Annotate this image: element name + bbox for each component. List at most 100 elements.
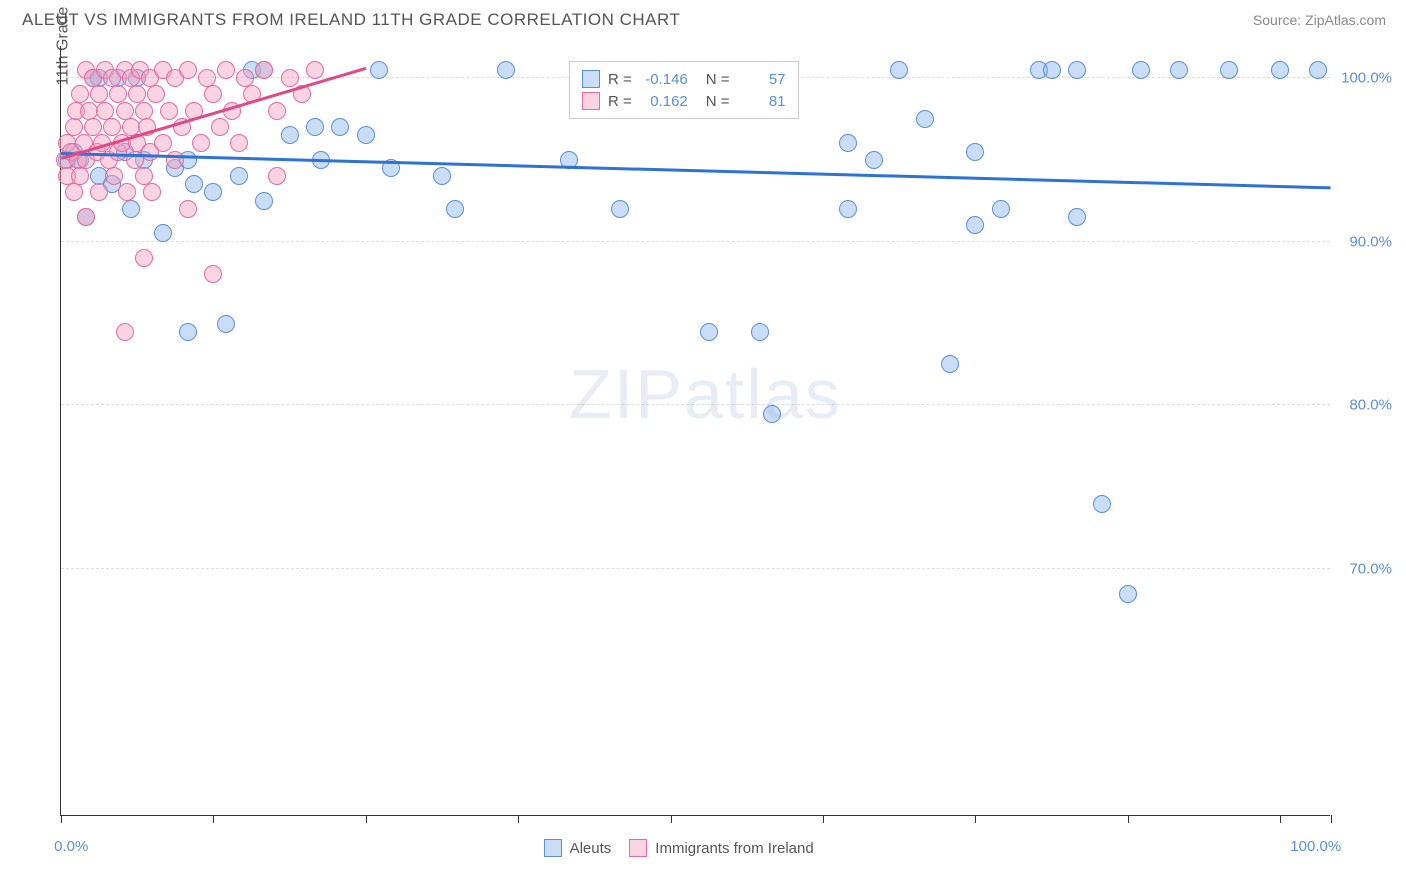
watermark: ZIPatlas — [569, 354, 842, 434]
scatter-point — [166, 151, 184, 169]
trend-line — [61, 152, 1331, 189]
legend-swatch — [582, 70, 600, 88]
scatter-point — [1309, 61, 1327, 79]
y-tick-label: 100.0% — [1341, 69, 1392, 86]
legend-swatch — [629, 839, 647, 857]
scatter-point — [154, 224, 172, 242]
scatter-point — [116, 102, 134, 120]
scatter-point — [751, 323, 769, 341]
y-tick-label: 80.0% — [1349, 397, 1392, 414]
scatter-point — [90, 85, 108, 103]
scatter-point — [204, 183, 222, 201]
scatter-point — [204, 85, 222, 103]
scatter-point — [135, 167, 153, 185]
scatter-point — [941, 355, 959, 373]
scatter-point — [966, 143, 984, 161]
x-tick — [213, 815, 214, 823]
legend-r-value: -0.146 — [640, 71, 688, 88]
scatter-point — [966, 216, 984, 234]
scatter-point — [916, 110, 934, 128]
gridline — [61, 241, 1330, 242]
scatter-point — [497, 61, 515, 79]
scatter-point — [65, 183, 83, 201]
scatter-point — [80, 102, 98, 120]
legend-row: R =-0.146N =57 — [582, 68, 786, 90]
legend-row: R =0.162N =81 — [582, 90, 786, 112]
legend-label: Immigrants from Ireland — [655, 840, 813, 857]
scatter-point — [763, 405, 781, 423]
scatter-point — [890, 61, 908, 79]
y-tick-label: 90.0% — [1349, 233, 1392, 250]
scatter-point — [255, 192, 273, 210]
legend-r-label: R = — [608, 71, 632, 88]
scatter-point — [103, 118, 121, 136]
scatter-point — [611, 200, 629, 218]
scatter-point — [1220, 61, 1238, 79]
legend-swatch — [582, 92, 600, 110]
scatter-point — [71, 167, 89, 185]
scatter-point — [143, 183, 161, 201]
scatter-point — [255, 61, 273, 79]
bottom-legend: Aleuts Immigrants from Ireland — [544, 839, 814, 857]
scatter-point — [281, 126, 299, 144]
scatter-point — [160, 102, 178, 120]
x-tick — [1128, 815, 1129, 823]
scatter-point — [230, 134, 248, 152]
legend-swatch — [544, 839, 562, 857]
scatter-point — [147, 85, 165, 103]
scatter-point — [268, 102, 286, 120]
scatter-point — [135, 249, 153, 267]
scatter-point — [306, 118, 324, 136]
scatter-point — [122, 200, 140, 218]
x-tick — [975, 815, 976, 823]
scatter-point — [77, 208, 95, 226]
scatter-point — [1170, 61, 1188, 79]
legend-item: Aleuts — [544, 839, 612, 857]
scatter-point — [839, 134, 857, 152]
legend-n-value: 57 — [738, 71, 786, 88]
scatter-point — [992, 200, 1010, 218]
scatter-point — [217, 315, 235, 333]
scatter-point — [211, 118, 229, 136]
scatter-point — [109, 85, 127, 103]
scatter-point — [105, 167, 123, 185]
x-tick — [1331, 815, 1332, 823]
scatter-point — [71, 85, 89, 103]
y-tick-label: 70.0% — [1349, 561, 1392, 578]
scatter-point — [1132, 61, 1150, 79]
scatter-point — [118, 183, 136, 201]
scatter-point — [154, 134, 172, 152]
legend-n-label: N = — [706, 93, 730, 110]
x-tick-label: 0.0% — [54, 838, 88, 855]
x-tick — [61, 815, 62, 823]
scatter-point — [198, 69, 216, 87]
scatter-point — [281, 69, 299, 87]
scatter-point — [433, 167, 451, 185]
gridline — [61, 404, 1330, 405]
x-tick — [1280, 815, 1281, 823]
scatter-point — [839, 200, 857, 218]
scatter-point — [357, 126, 375, 144]
x-tick — [823, 815, 824, 823]
scatter-point — [230, 167, 248, 185]
scatter-point — [700, 323, 718, 341]
scatter-point — [1093, 495, 1111, 513]
scatter-point — [865, 151, 883, 169]
legend-r-value: 0.162 — [640, 93, 688, 110]
scatter-point — [1043, 61, 1061, 79]
scatter-point — [135, 102, 153, 120]
source-label: Source: ZipAtlas.com — [1253, 12, 1386, 28]
scatter-point — [179, 61, 197, 79]
chart-title: ALEUT VS IMMIGRANTS FROM IRELAND 11TH GR… — [22, 10, 680, 30]
scatter-point — [128, 85, 146, 103]
x-tick-label: 100.0% — [1290, 838, 1341, 855]
scatter-point — [331, 118, 349, 136]
x-tick — [366, 815, 367, 823]
scatter-point — [306, 61, 324, 79]
scatter-point — [268, 167, 286, 185]
scatter-point — [179, 200, 197, 218]
gridline — [61, 568, 1330, 569]
scatter-point — [204, 265, 222, 283]
scatter-point — [446, 200, 464, 218]
scatter-point — [1119, 585, 1137, 603]
